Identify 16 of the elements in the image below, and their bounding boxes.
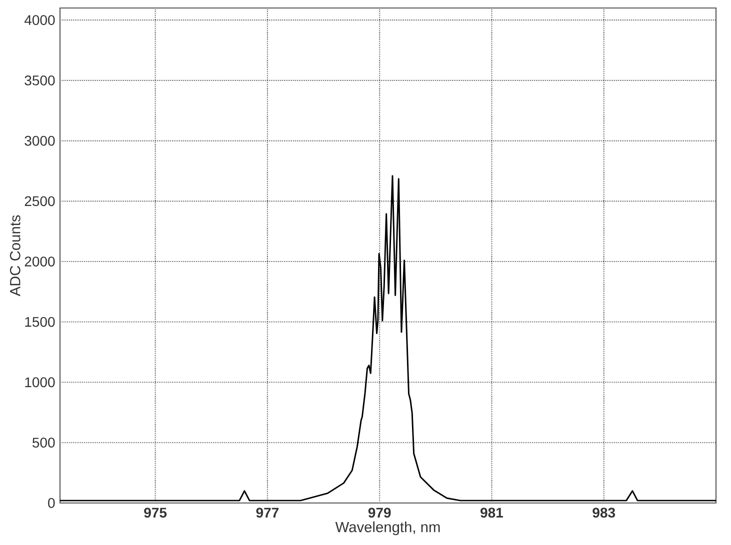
y-axis-title: ADC Counts <box>10 215 20 296</box>
y-tick-label: 2500 <box>24 196 55 206</box>
y-tick-label: 2000 <box>24 256 55 266</box>
x-tick-label: 979 <box>368 508 391 518</box>
x-tick-label: 981 <box>480 508 503 518</box>
y-tick-label: 1500 <box>25 316 55 327</box>
y-tick-label: 1000 <box>25 377 55 388</box>
y-tick-label: 3500 <box>24 75 55 86</box>
y-tick-label: 3000 <box>24 136 55 146</box>
y-tick-label: 4000 <box>24 15 55 26</box>
x-tick-label: 977 <box>256 508 279 518</box>
x-tick-label: 983 <box>592 508 616 518</box>
x-axis-title: Wavelength, nm <box>335 521 440 536</box>
y-tick-label: 0 <box>48 498 55 508</box>
x-tick-label: 975 <box>144 508 167 518</box>
y-tick-label: 500 <box>32 438 55 448</box>
